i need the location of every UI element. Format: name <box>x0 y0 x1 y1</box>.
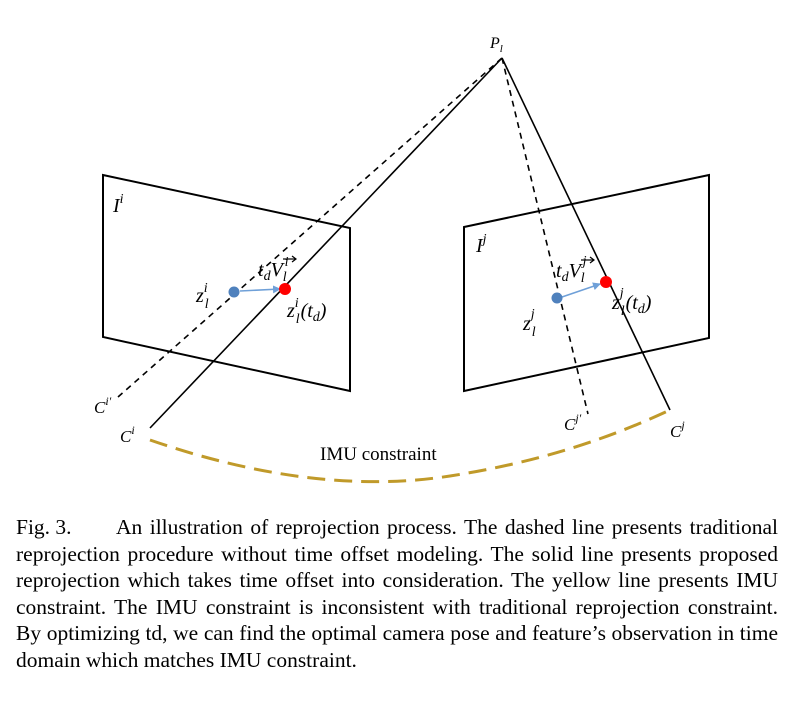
velocity-i-label: tdVli <box>258 255 289 285</box>
vector-arrowhead-i <box>291 255 297 263</box>
camera-j-label: Cj <box>670 418 685 441</box>
landmark-label: Pl <box>489 35 503 55</box>
observation-j-label: zlj <box>522 307 536 340</box>
image-i-label: Ii <box>112 192 124 217</box>
velocity-arrow-j <box>561 282 601 298</box>
observation-point-i <box>228 286 240 298</box>
observation-point-i-td <box>279 283 291 295</box>
camera-i-label: Ci <box>120 423 135 446</box>
observation-i-label: zli <box>195 281 209 312</box>
camera-j-prime-label: Cj′ <box>564 411 582 434</box>
observation-point-j <box>551 292 563 304</box>
imu-constraint-label: IMU constraint <box>320 444 437 465</box>
caption-label: Fig. 3. <box>16 515 72 539</box>
velocity-j-label: tdVlj <box>556 254 587 286</box>
solid-ray-ci <box>149 57 503 429</box>
camera-i-prime-label: Ci′ <box>94 394 112 417</box>
image-j-label: Ij <box>475 232 487 257</box>
dashed-ray-ci-prime <box>117 57 503 398</box>
dashed-ray-cj-prime <box>501 57 589 415</box>
figure-caption: Fig. 3. An illustration of reprojection p… <box>16 514 778 673</box>
vector-arrowhead-j <box>589 256 595 264</box>
observation-j-td-label: zlj (td) <box>611 286 652 319</box>
reprojection-diagram: Pl Ii Ij zli zli (td) tdVli zlj zlj (td) t… <box>94 35 710 484</box>
image-plane-j <box>463 173 710 393</box>
observation-point-j-td <box>600 276 612 288</box>
image-plane-i <box>102 173 351 393</box>
velocity-arrow-i <box>239 285 281 294</box>
observation-i-td-label: zli (td) <box>286 296 327 327</box>
imu-constraint-curve <box>149 408 671 484</box>
caption-text: An illustration of reprojection process.… <box>16 515 778 672</box>
solid-ray-cj <box>501 57 671 411</box>
